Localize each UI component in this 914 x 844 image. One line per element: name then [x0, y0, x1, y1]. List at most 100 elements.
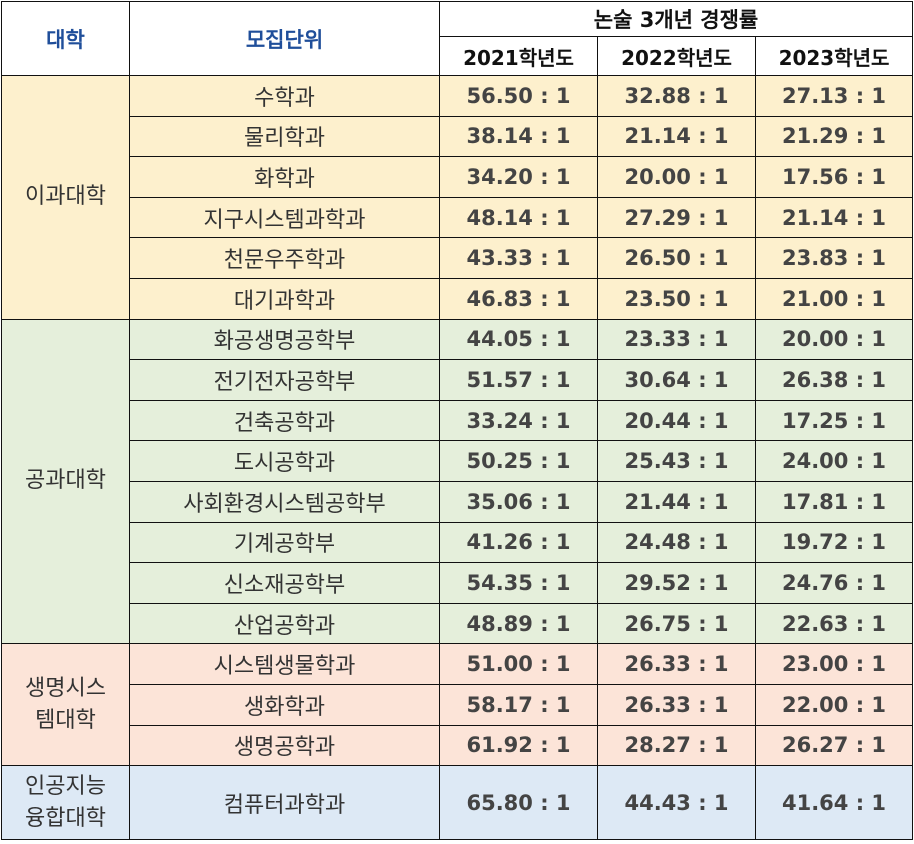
- table-row: 전기전자공학부 51.57 : 1 30.64 : 1 26.38 : 1: [2, 359, 914, 401]
- rate-2021-cell: 56.50 : 1: [439, 75, 598, 117]
- rate-2021-cell: 50.25 : 1: [439, 440, 598, 482]
- rate-2023-cell: 22.00 : 1: [754, 683, 914, 726]
- rate-2023-cell: 17.56 : 1: [754, 156, 914, 198]
- unit-cell: 기계공학부: [129, 521, 440, 564]
- rate-2022-cell: 26.33 : 1: [597, 683, 756, 726]
- college-cell: 인공지능 융합대학: [1, 765, 130, 841]
- rate-2021-cell: 51.57 : 1: [439, 359, 598, 401]
- rate-2023-cell: 26.27 : 1: [754, 724, 914, 767]
- rate-2022-cell: 27.29 : 1: [597, 196, 756, 239]
- rate-2021-cell: 34.20 : 1: [439, 156, 598, 198]
- table-row: 이과대학 수학과 56.50 : 1 32.88 : 1 27.13 : 1: [1, 75, 914, 320]
- table-row: 산업공학과 48.89 : 1 26.75 : 1 22.63 : 1: [2, 602, 914, 645]
- rate-2022-cell: 24.48 : 1: [597, 521, 756, 564]
- table-row: 물리학과 38.14 : 1 21.14 : 1 21.29 : 1: [2, 115, 914, 158]
- rate-2021-cell: 65.80 : 1: [439, 765, 598, 841]
- rate-2021-cell: 44.05 : 1: [439, 318, 598, 361]
- table-row: 화학과 34.20 : 1 20.00 : 1 17.56 : 1: [2, 156, 914, 198]
- rate-2022-cell: 30.64 : 1: [597, 359, 756, 401]
- rate-2023-cell: 21.00 : 1: [754, 277, 914, 320]
- rate-2022-cell: 26.50 : 1: [597, 237, 756, 279]
- unit-cell: 천문우주학과: [129, 237, 440, 279]
- table-row: 인공지능 융합대학 컴퓨터과학과 65.80 : 1 44.43 : 1 41.64 : …: [1, 765, 914, 841]
- header-year-2021: 2021학년도: [439, 36, 598, 76]
- rate-2023-cell: 21.29 : 1: [754, 115, 914, 158]
- college-cell: 생명시스 템대학: [1, 643, 130, 767]
- unit-cell: 지구시스템과학과: [129, 196, 440, 239]
- rate-2022-cell: 29.52 : 1: [597, 562, 756, 604]
- rate-2021-cell: 46.83 : 1: [439, 277, 598, 320]
- rate-2022-cell: 21.14 : 1: [597, 115, 756, 158]
- rate-2023-cell: 23.83 : 1: [754, 237, 914, 279]
- rate-2021-cell: 43.33 : 1: [439, 237, 598, 279]
- rate-2021-cell: 38.14 : 1: [439, 115, 598, 158]
- rate-2023-cell: 41.64 : 1: [754, 765, 914, 841]
- table-row: 생명시스 템대학 시스템생물학과 51.00 : 1 26.33 : 1 23.00 : …: [1, 643, 914, 767]
- rate-2023-cell: 21.14 : 1: [754, 196, 914, 239]
- rate-2022-cell: 23.50 : 1: [597, 277, 756, 320]
- table-row: 지구시스템과학과 48.14 : 1 27.29 : 1 21.14 : 1: [2, 196, 914, 239]
- unit-cell: 생명공학과: [129, 724, 440, 767]
- unit-cell: 화학과: [129, 156, 440, 198]
- rate-2023-cell: 24.00 : 1: [754, 440, 914, 482]
- rate-2021-cell: 33.24 : 1: [439, 399, 598, 442]
- rate-2022-cell: 23.33 : 1: [597, 318, 756, 361]
- unit-cell: 수학과: [129, 75, 440, 117]
- college-cell: 공과대학: [1, 318, 130, 645]
- rate-2021-cell: 58.17 : 1: [439, 683, 598, 726]
- rate-2023-cell: 22.63 : 1: [754, 602, 914, 645]
- unit-cell: 사회환경시스템공학부: [129, 480, 440, 523]
- rate-2022-cell: 20.00 : 1: [597, 156, 756, 198]
- table-row: 기계공학부 41.26 : 1 24.48 : 1 19.72 : 1: [2, 521, 914, 564]
- table-row: 건축공학과 33.24 : 1 20.44 : 1 17.25 : 1: [2, 399, 914, 442]
- table-row: 생화학과 58.17 : 1 26.33 : 1 22.00 : 1: [2, 683, 914, 726]
- header-unit: 모집단위: [129, 1, 440, 76]
- table-row: 신소재공학부 54.35 : 1 29.52 : 1 24.76 : 1: [2, 562, 914, 604]
- rate-2023-cell: 26.38 : 1: [754, 359, 914, 401]
- rate-2022-cell: 25.43 : 1: [597, 440, 756, 482]
- unit-cell: 생화학과: [129, 683, 440, 726]
- rate-2023-cell: 27.13 : 1: [754, 75, 914, 117]
- rate-2021-cell: 48.89 : 1: [439, 602, 598, 645]
- rate-2022-cell: 26.75 : 1: [597, 602, 756, 645]
- rate-2022-cell: 20.44 : 1: [597, 399, 756, 442]
- unit-cell: 컴퓨터과학과: [129, 765, 440, 841]
- rate-2022-cell: 44.43 : 1: [597, 765, 756, 841]
- unit-cell: 대기과학과: [129, 277, 440, 320]
- unit-cell: 물리학과: [129, 115, 440, 158]
- rate-2021-cell: 54.35 : 1: [439, 562, 598, 604]
- rate-2022-cell: 28.27 : 1: [597, 724, 756, 767]
- rate-2021-cell: 51.00 : 1: [439, 643, 598, 685]
- header-college: 대학: [1, 1, 130, 76]
- unit-cell: 도시공학과: [129, 440, 440, 482]
- unit-cell: 건축공학과: [129, 399, 440, 442]
- header-year-2022: 2022학년도: [597, 36, 756, 76]
- rate-2022-cell: 26.33 : 1: [597, 643, 756, 685]
- table-row: 천문우주학과 43.33 : 1 26.50 : 1 23.83 : 1: [2, 237, 914, 279]
- table-row: 대기과학과 46.83 : 1 23.50 : 1 21.00 : 1: [2, 277, 914, 320]
- rate-2023-cell: 23.00 : 1: [754, 643, 914, 685]
- table-row: 도시공학과 50.25 : 1 25.43 : 1 24.00 : 1: [2, 440, 914, 482]
- rate-2023-cell: 17.81 : 1: [754, 480, 914, 523]
- rate-2021-cell: 61.92 : 1: [439, 724, 598, 767]
- unit-cell: 시스템생물학과: [129, 643, 440, 685]
- table-row: 생명공학과 61.92 : 1 28.27 : 1 26.27 : 1: [2, 724, 914, 767]
- rate-2023-cell: 19.72 : 1: [754, 521, 914, 564]
- unit-cell: 전기전자공학부: [129, 359, 440, 401]
- rate-2021-cell: 35.06 : 1: [439, 480, 598, 523]
- unit-cell: 산업공학과: [129, 602, 440, 645]
- header-year-2023: 2023학년도: [754, 36, 914, 76]
- rate-2021-cell: 41.26 : 1: [439, 521, 598, 564]
- table-row: 사회환경시스템공학부 35.06 : 1 21.44 : 1 17.81 : 1: [2, 480, 914, 523]
- unit-cell: 화공생명공학부: [129, 318, 440, 361]
- college-cell: 이과대학: [1, 75, 130, 320]
- rate-2021-cell: 48.14 : 1: [439, 196, 598, 239]
- table-body: 이과대학 수학과 56.50 : 1 32.88 : 1 27.13 : 1 물리학과 38…: [1, 75, 914, 841]
- table-header: 대학 모집단위 논술 3개년 경쟁률 2021학년도 2022학년도 2023학…: [1, 1, 914, 76]
- rate-2023-cell: 20.00 : 1: [754, 318, 914, 361]
- rate-2022-cell: 21.44 : 1: [597, 480, 756, 523]
- rate-2023-cell: 17.25 : 1: [754, 399, 914, 442]
- unit-cell: 신소재공학부: [129, 562, 440, 604]
- table-row: 공과대학 화공생명공학부 44.05 : 1 23.33 : 1 20.00 : 1: [1, 318, 914, 645]
